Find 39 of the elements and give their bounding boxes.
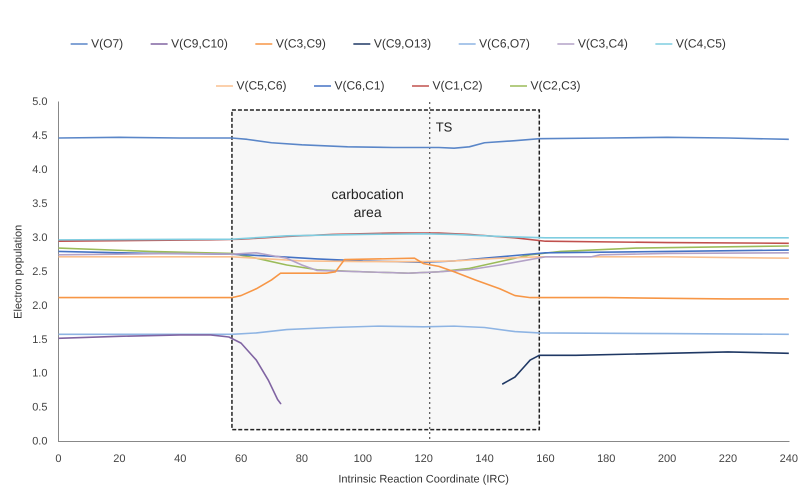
y-tick-label: 4.0 xyxy=(32,164,48,176)
x-tick-label: 20 xyxy=(113,453,126,466)
legend-label: V(C9,O13) xyxy=(374,36,432,50)
legend-label: V(C2,C3) xyxy=(530,78,581,92)
legend-label: V(C4,C5) xyxy=(676,36,726,50)
x-axis-title: Intrinsic Reaction Coordinate (IRC) xyxy=(338,473,509,486)
legend-label: V(C5,C6) xyxy=(236,78,286,92)
legend-label: V(C3,C9) xyxy=(276,36,326,50)
legend-label: V(C9,C10) xyxy=(171,36,228,50)
x-tick-label: 100 xyxy=(354,453,372,466)
x-tick-label: 240 xyxy=(780,453,798,466)
y-tick-label: 5.0 xyxy=(32,96,48,108)
legend-label: V(C6,C1) xyxy=(334,78,385,92)
y-axis-title: Electron population xyxy=(12,224,25,319)
ref-line-label: TS xyxy=(436,120,453,135)
y-tick-label: 1.0 xyxy=(32,368,48,380)
legend-label: V(C1,C2) xyxy=(432,78,483,92)
y-tick-label: 3.0 xyxy=(32,232,48,244)
x-tick-label: 80 xyxy=(296,453,308,466)
y-tick-label: 4.5 xyxy=(32,130,48,142)
x-tick-label: 160 xyxy=(536,453,555,466)
y-tick-label: 2.0 xyxy=(32,300,48,312)
y-tick-label: 2.5 xyxy=(32,266,48,278)
y-tick-label: 0.5 xyxy=(32,402,48,414)
x-tick-label: 180 xyxy=(597,453,616,466)
band-label: carbocation area xyxy=(331,186,404,220)
x-tick-label: 140 xyxy=(475,453,494,466)
x-tick-label: 120 xyxy=(414,453,433,466)
x-tick-label: 60 xyxy=(234,453,248,466)
x-tick-label: 200 xyxy=(658,453,676,466)
legend-label: V(C3,C4) xyxy=(578,36,628,50)
legend-label: V(C6,O7) xyxy=(479,36,530,50)
legend-label: V(O7) xyxy=(91,36,124,50)
x-tick-label: 220 xyxy=(718,453,738,466)
x-tick-label: 0 xyxy=(55,453,62,466)
x-tick-label: 40 xyxy=(174,453,186,466)
y-tick-label: 0.0 xyxy=(32,436,48,448)
y-tick-label: 1.5 xyxy=(32,334,48,346)
y-tick-label: 3.5 xyxy=(32,198,48,210)
